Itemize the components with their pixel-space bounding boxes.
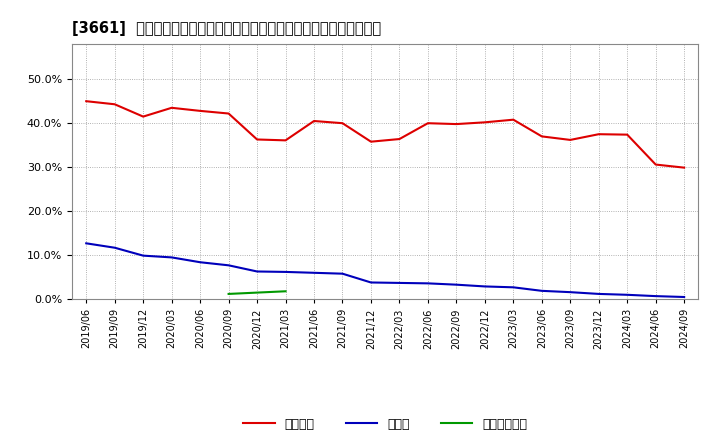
のれん	[139, 253, 148, 258]
Line: 自己資本: 自己資本	[86, 101, 684, 168]
Text: [3661]  自己資本、のれん、繰延税金資産の総資産に対する比率の推移: [3661] 自己資本、のれん、繰延税金資産の総資産に対する比率の推移	[72, 21, 381, 36]
自己資本	[82, 99, 91, 104]
Line: のれん: のれん	[86, 243, 684, 297]
自己資本	[537, 134, 546, 139]
自己資本	[395, 136, 404, 142]
のれん	[423, 281, 432, 286]
のれん	[366, 280, 375, 285]
のれん	[310, 270, 318, 275]
のれん	[110, 245, 119, 250]
自己資本	[452, 121, 461, 127]
のれん	[167, 255, 176, 260]
のれん	[82, 241, 91, 246]
自己資本	[480, 120, 489, 125]
自己資本	[139, 114, 148, 119]
Legend: 自己資本, のれん, 繰延税金資産: 自己資本, のれん, 繰延税金資産	[238, 413, 532, 436]
のれん	[395, 280, 404, 286]
自己資本	[595, 132, 603, 137]
Line: 繰延税金資産: 繰延税金資産	[229, 291, 286, 294]
自己資本	[167, 105, 176, 110]
繰延税金資産	[282, 289, 290, 294]
自己資本	[225, 111, 233, 116]
のれん	[452, 282, 461, 287]
自己資本	[253, 137, 261, 142]
自己資本	[110, 102, 119, 107]
のれん	[338, 271, 347, 276]
のれん	[566, 290, 575, 295]
のれん	[480, 284, 489, 289]
のれん	[253, 269, 261, 274]
のれん	[537, 288, 546, 293]
自己資本	[680, 165, 688, 170]
のれん	[196, 260, 204, 265]
自己資本	[310, 118, 318, 124]
のれん	[623, 292, 631, 297]
のれん	[282, 269, 290, 275]
のれん	[225, 263, 233, 268]
自己資本	[282, 138, 290, 143]
自己資本	[423, 121, 432, 126]
自己資本	[623, 132, 631, 137]
のれん	[652, 293, 660, 299]
自己資本	[652, 162, 660, 167]
自己資本	[338, 121, 347, 126]
のれん	[509, 285, 518, 290]
自己資本	[366, 139, 375, 144]
自己資本	[566, 137, 575, 143]
のれん	[595, 291, 603, 297]
のれん	[680, 294, 688, 300]
繰延税金資産	[253, 290, 261, 295]
自己資本	[509, 117, 518, 122]
繰延税金資産	[225, 291, 233, 297]
自己資本	[196, 108, 204, 114]
